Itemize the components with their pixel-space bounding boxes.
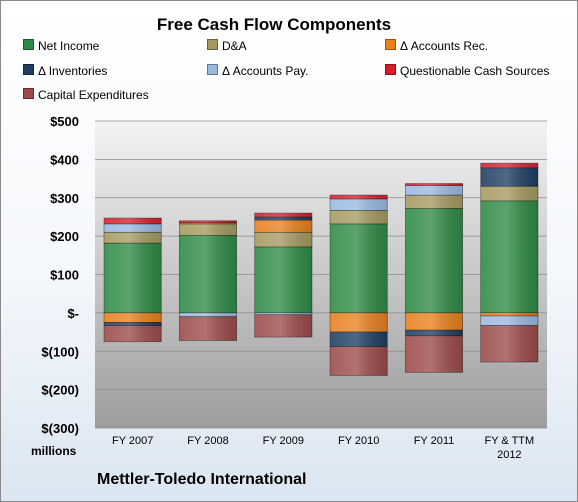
chart-title: Free Cash Flow Components (156, 15, 392, 34)
bar-segment-shine (254, 246, 312, 313)
legend-label: Δ Accounts Rec. (400, 39, 489, 53)
legend-item-inventories: Δ Inventories (23, 64, 107, 78)
y-tick-label: $- (67, 306, 79, 321)
bar-segment-shine (330, 210, 388, 224)
bar-segment-shine (330, 312, 388, 333)
legend-label: Δ Inventories (38, 64, 108, 78)
bar-segment-shine (179, 222, 237, 224)
legend-swatch (23, 64, 34, 75)
legend-label: Δ Accounts Pay. (222, 64, 309, 78)
bar-segment-shine (480, 163, 538, 168)
legend-swatch (207, 64, 218, 75)
x-category-label: FY 2011 (414, 435, 455, 447)
gridlines (95, 120, 547, 429)
legend-label: Questionable Cash Sources (400, 64, 550, 78)
bar-segment-shine (104, 243, 162, 313)
legend-swatch (385, 64, 396, 75)
bar-segment-shine (254, 232, 312, 247)
bar-segment-shine (330, 223, 388, 313)
company-label: Mettler-Toledo International (97, 471, 307, 488)
legend-label: D&A (222, 39, 247, 53)
bar-segment-shine (254, 220, 312, 233)
bar-segment-shine (179, 235, 237, 313)
x-category-label: FY & TTM 2012 (484, 435, 534, 461)
bar-segment-shine (405, 185, 463, 196)
bar-segment-shine (330, 346, 388, 376)
units-label: millions (31, 444, 77, 458)
y-tick-label: $100 (50, 268, 79, 283)
bar-segment-shine (480, 200, 538, 313)
bar-segment-shine (254, 314, 312, 338)
bar-segment-shine (405, 335, 463, 373)
y-tick-label: $200 (50, 229, 79, 244)
bar-segment-shine (104, 325, 162, 342)
bar-segment-shine (104, 223, 162, 233)
bar-segment-shine (104, 218, 162, 224)
legend-label: Capital Expenditures (38, 88, 149, 102)
legend-swatch (385, 39, 396, 50)
bar-segment-shine (179, 223, 237, 236)
bar-segment-shine (254, 312, 312, 315)
bars (103, 162, 539, 376)
bar-segment-shine (480, 312, 538, 316)
y-tick-label: $500 (50, 114, 79, 129)
bar-segment-shine (254, 213, 312, 217)
legend-item-accounts-rec: Δ Accounts Rec. (385, 39, 488, 53)
bar-segment-shine (480, 325, 538, 362)
legend-swatch (23, 88, 34, 99)
y-tick-label: $400 (50, 152, 79, 167)
bar-segment-shine (179, 316, 237, 341)
bar-segment-shine (330, 332, 388, 347)
legend-swatch (23, 39, 34, 50)
x-axis-categories: FY 2007 FY 2008 FY 2009 FY 2010 FY 2011 FY & … (112, 435, 534, 461)
bar-segment-shine (104, 312, 162, 323)
legend-item-accounts-pay: Δ Accounts Pay. (207, 64, 309, 78)
legend-label: Net Income (38, 39, 100, 53)
legend-item-da: D&A (207, 39, 247, 53)
x-category-label: FY 2007 (112, 435, 153, 447)
bar-segment-shine (254, 216, 312, 221)
bar-segment-shine (104, 322, 162, 326)
bar-segment-shine (480, 315, 538, 326)
bar-segment-shine (179, 220, 237, 223)
legend-swatch (207, 39, 218, 50)
x-category-label: FY 2009 (263, 435, 304, 447)
bar-segment-shine (480, 167, 538, 187)
bar-segment-shine (480, 186, 538, 201)
x-category-label: FY 2008 (187, 435, 228, 447)
bar-segment-shine (330, 198, 388, 211)
x-category-label: FY 2010 (338, 435, 379, 447)
bar-segment-shine (104, 232, 162, 244)
legend-item-net-income: Net Income (23, 39, 99, 53)
bar-segment-shine (330, 195, 388, 199)
bar-segment-shine (179, 312, 237, 317)
y-axis-ticks: $500 $400 $300 $200 $100 $- $(100) $(200) $(300) (41, 114, 79, 436)
bar-segment-shine (405, 312, 463, 331)
bar-segment-shine (405, 208, 463, 313)
legend-item-capex: Capital Expenditures (23, 88, 149, 102)
bar-segment-shine (405, 195, 463, 209)
y-tick-label: $(100) (41, 344, 79, 359)
y-tick-label: $(200) (41, 383, 79, 398)
legend-item-questionable: Questionable Cash Sources (385, 64, 549, 78)
bar-segment-shine (405, 330, 463, 336)
bar-segment-shine (405, 183, 463, 186)
y-tick-label: $300 (50, 191, 79, 206)
y-tick-label: $(300) (41, 421, 79, 436)
